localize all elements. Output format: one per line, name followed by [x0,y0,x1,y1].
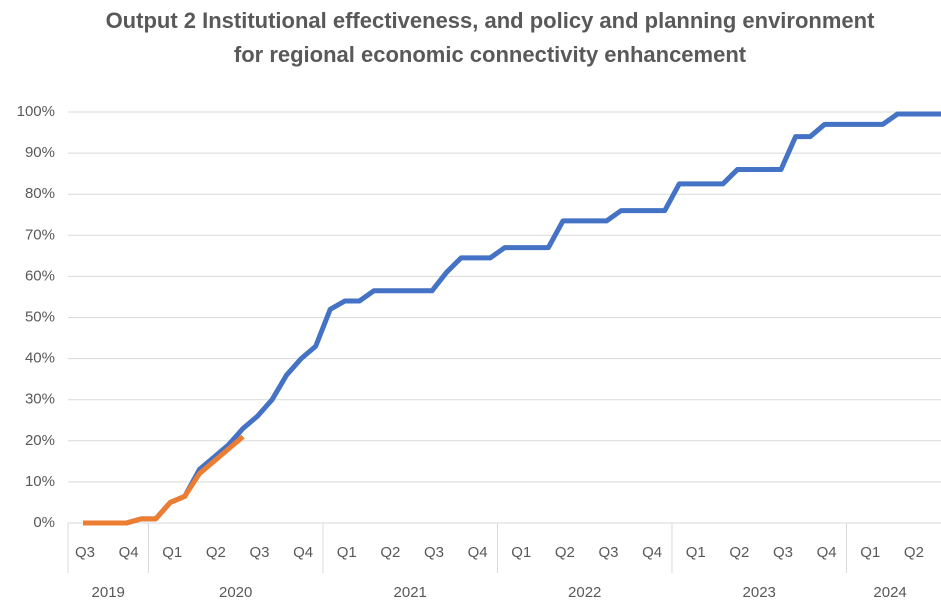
x-tick-label: Q4 [817,544,837,561]
chart-title: Output 2 Institutional effectiveness, an… [105,8,875,67]
x-tick-label: Q2 [206,544,226,561]
y-tick-label: 70% [25,226,55,243]
x-tick-label: Q2 [904,544,924,561]
x-tick-label: Q2 [380,544,400,561]
x-tick-label: Q3 [424,544,444,561]
x-tick-label: Q3 [599,544,619,561]
series-line [83,111,941,526]
x-group-label: 2020 [219,584,252,601]
x-tick-label: Q1 [686,544,706,561]
x-group-label: 2024 [873,584,906,601]
x-group-label: 2021 [394,584,427,601]
y-tick-label: 90% [25,144,55,161]
x-tick-label: Q1 [511,544,531,561]
y-tick-label: 10% [25,473,55,490]
x-tick-label: Q1 [337,544,357,561]
x-group-label: 2023 [743,584,776,601]
x-tick-label: Q4 [642,544,662,561]
y-tick-label: 60% [25,267,55,284]
y-tick-label: 20% [25,432,55,449]
x-tick-label: Q4 [293,544,313,561]
series-line [83,434,245,526]
x-tick-label: Q4 [468,544,488,561]
x-tick-label: Q3 [773,544,793,561]
y-tick-label: 50% [25,308,55,325]
x-tick-label: Q4 [119,544,139,561]
x-tick-label: Q2 [729,544,749,561]
y-tick-label: 0% [33,514,55,531]
x-group-label: 2019 [92,584,125,601]
y-tick-label: 30% [25,391,55,408]
x-tick-label: Q3 [75,544,95,561]
x-tick-label: Q1 [162,544,182,561]
x-tick-label: Q1 [860,544,880,561]
x-tick-label: Q3 [250,544,270,561]
x-tick-label: Q2 [555,544,575,561]
x-group-label: 2022 [568,584,601,601]
y-tick-label: 40% [25,350,55,367]
y-tick-label: 100% [17,103,55,120]
y-tick-label: 80% [25,185,55,202]
